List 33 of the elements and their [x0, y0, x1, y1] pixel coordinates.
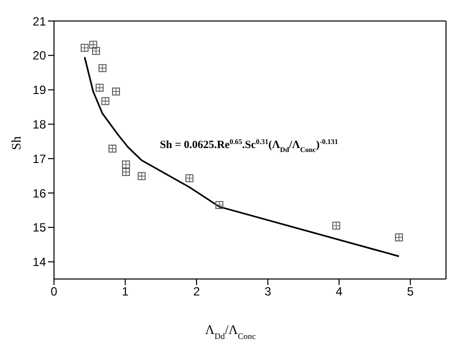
point [185, 174, 194, 182]
y-tick-label: 18 [32, 117, 46, 132]
y-tick-label: 17 [32, 152, 46, 166]
y-tick-label: 19 [32, 83, 46, 98]
x-tick-label: 5 [407, 284, 414, 299]
line-series [84, 56, 400, 258]
point [138, 172, 146, 180]
point [332, 222, 340, 230]
y-tick-label: 15 [32, 220, 46, 235]
point [122, 168, 130, 176]
text: Sh = 0.0625.Re$^{0.65}$.Sc$^{0.31}$(Λ$_{Dd}$/Λ$_{Conc}$)$^{-0.131}$ [160, 138, 338, 154]
point [122, 160, 130, 168]
point [395, 233, 403, 242]
point [92, 46, 100, 55]
point [108, 144, 116, 153]
point [98, 64, 106, 72]
x-tick-label: 2 [193, 284, 200, 299]
point [89, 40, 98, 49]
x-tick-label: 4 [336, 284, 343, 299]
point [101, 97, 110, 106]
point [112, 88, 120, 96]
x-axis-title: Λ$_{Dd}$/Λ$_{Conc}$ [205, 322, 256, 341]
point [96, 84, 104, 92]
y-tick-label: 20 [32, 48, 46, 63]
x-tick-label: 0 [50, 284, 58, 299]
y-tick-label: 21 [32, 14, 46, 28]
x-tick-label: 3 [264, 284, 272, 299]
y-tick-label: 14 [32, 255, 46, 270]
point [215, 201, 224, 209]
x-tick-label: 1 [122, 284, 129, 299]
y-axis-title: Sh [8, 136, 24, 150]
point [80, 44, 89, 52]
y-tick-label: 16 [32, 186, 46, 200]
